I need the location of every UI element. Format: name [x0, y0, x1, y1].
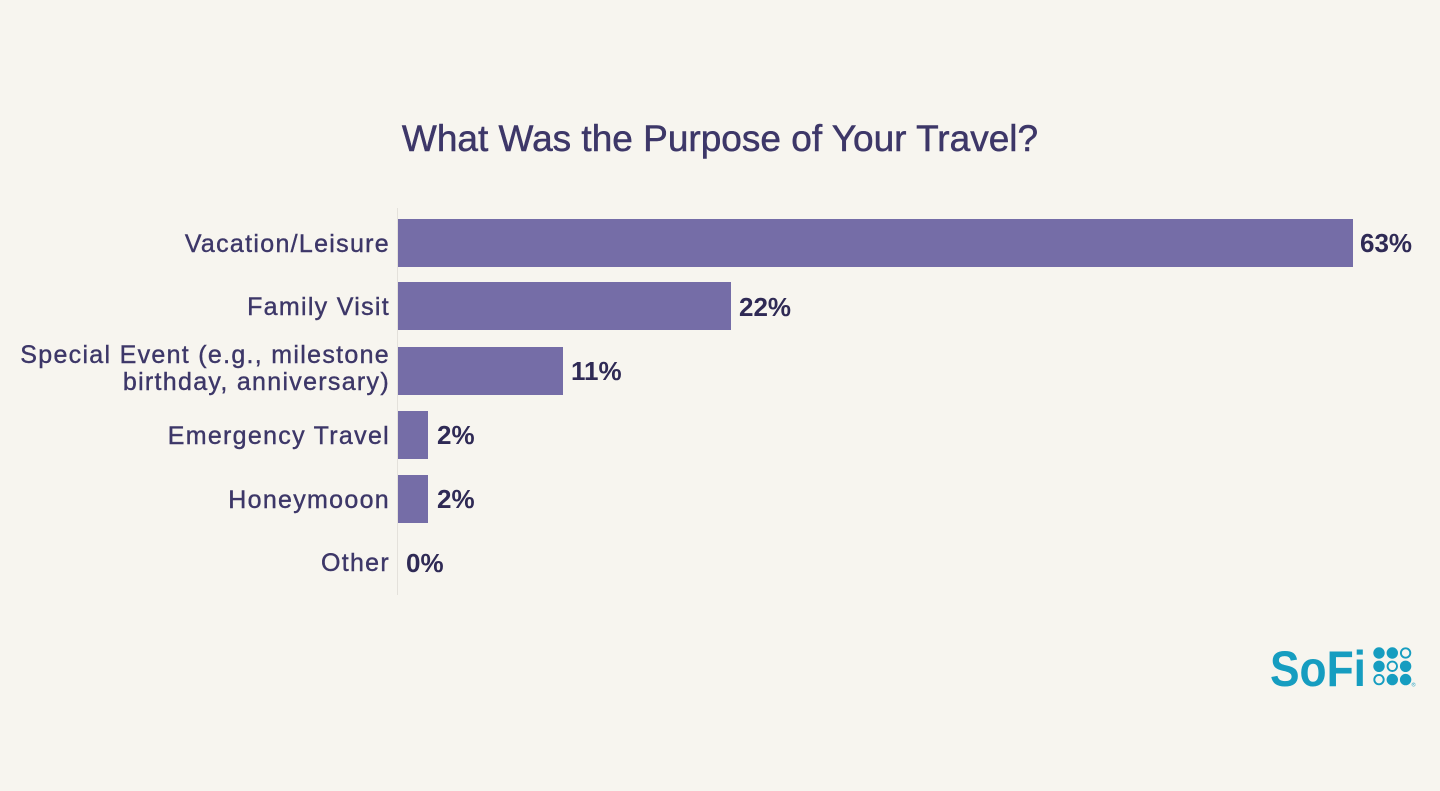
- svg-text:SoFi: SoFi: [1270, 641, 1366, 697]
- svg-text:®: ®: [1412, 682, 1416, 689]
